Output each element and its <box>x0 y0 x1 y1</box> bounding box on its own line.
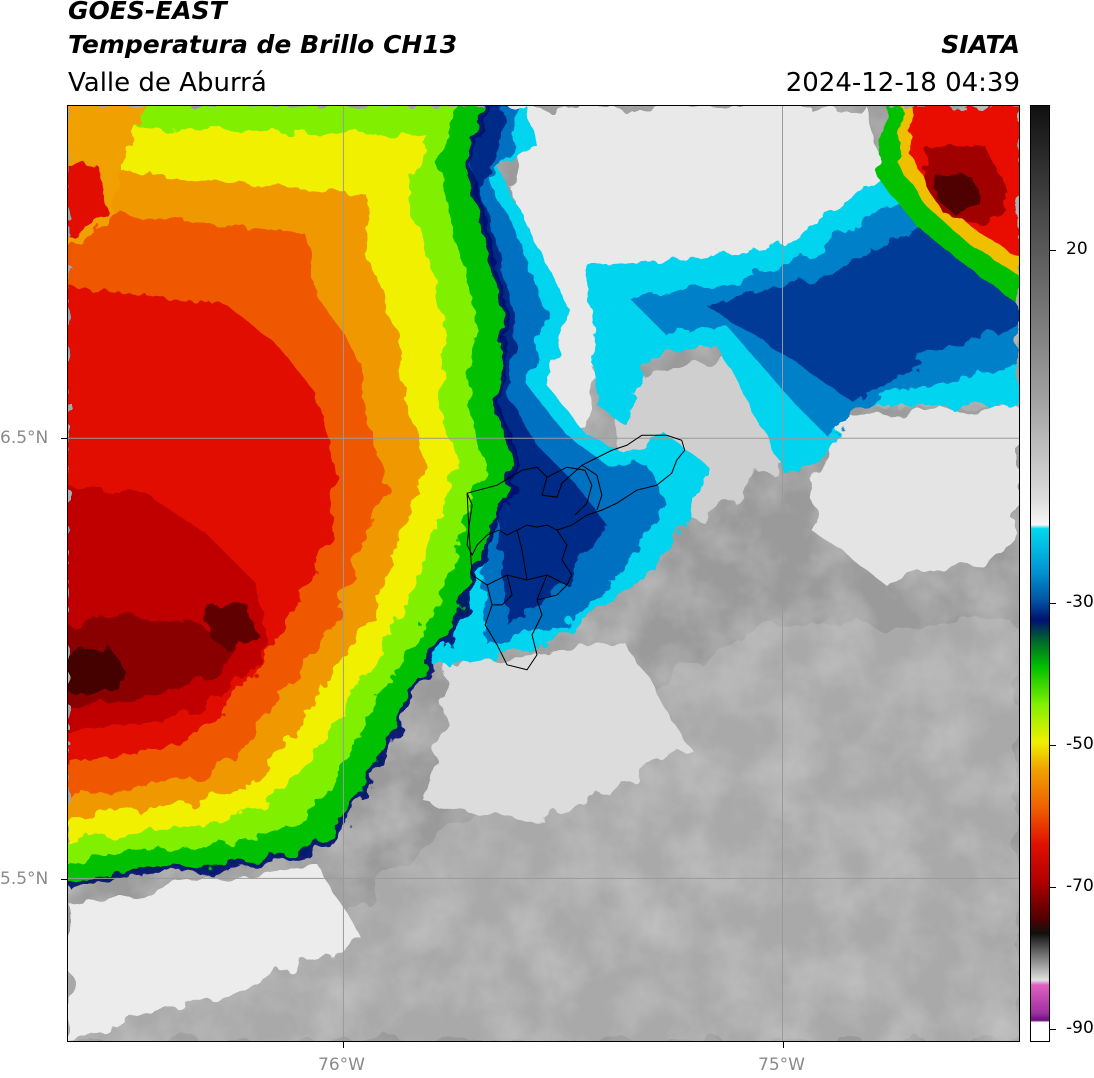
colorbar-tick <box>1050 1029 1056 1030</box>
lon-label-75w: 75°W <box>758 1055 805 1075</box>
satellite-title: GOES-EAST <box>68 0 227 25</box>
colorbar-label-minus90: -90 <box>1066 1018 1094 1038</box>
datetime-label: 2024-12-18 04:39 <box>785 68 1020 98</box>
region-subtitle: Valle de Aburrá <box>68 68 267 98</box>
colorbar-label-minus50: -50 <box>1066 734 1094 754</box>
brightness-temperature-map <box>67 105 1020 1042</box>
colorbar-label-minus70: -70 <box>1066 876 1094 896</box>
colorbar <box>1030 105 1050 1042</box>
lat-label-5-5: 5.5°N <box>0 869 49 889</box>
org-label: SIATA <box>941 30 1020 59</box>
lat-tick <box>61 438 67 439</box>
colorbar-tick <box>1050 887 1056 888</box>
graticule <box>68 106 1019 1041</box>
cold-edge-outline <box>68 106 521 888</box>
colorbar-label-minus30: -30 <box>1066 592 1094 612</box>
colorbar-tick <box>1050 250 1056 251</box>
lon-label-76w: 76°W <box>318 1055 365 1075</box>
lat-label-6-5: 6.5°N <box>0 428 49 448</box>
municipality-boundaries <box>466 434 686 671</box>
lat-tick <box>61 879 67 880</box>
cold-cloud-contours <box>68 106 1019 885</box>
colorbar-tick <box>1050 745 1056 746</box>
lon-tick <box>783 1042 784 1048</box>
light-gray-regions <box>68 106 1019 1041</box>
colorbar-tick <box>1050 603 1056 604</box>
product-title: Temperatura de Brillo CH13 <box>68 30 458 59</box>
colorbar-label-20: 20 <box>1066 239 1088 259</box>
lon-tick <box>343 1042 344 1048</box>
